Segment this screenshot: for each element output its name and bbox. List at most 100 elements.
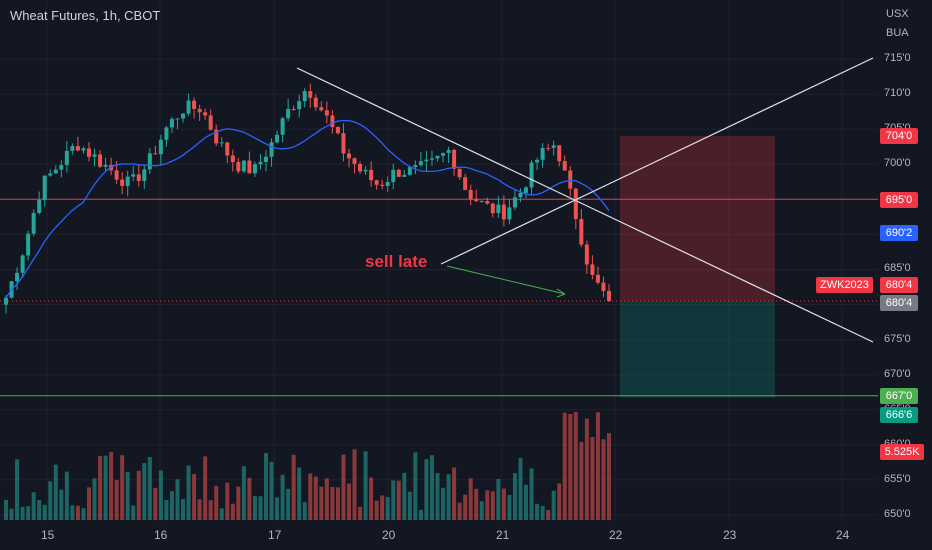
stop-level-tag: 667'0 <box>880 388 918 404</box>
candle-body <box>479 201 484 203</box>
volume-bar <box>601 439 606 520</box>
candle-body <box>546 147 551 149</box>
candle-body <box>297 101 302 110</box>
candle-body <box>37 199 42 213</box>
volume-bar <box>490 491 495 520</box>
volume-bar <box>463 494 468 520</box>
candle-body <box>568 170 573 189</box>
candle-body <box>241 160 246 172</box>
candle-body <box>341 133 346 154</box>
candle-body <box>374 180 379 185</box>
candle-body <box>490 203 495 214</box>
candle-body <box>64 150 69 166</box>
arrow-head-icon <box>556 288 566 298</box>
candle-body <box>485 201 490 204</box>
volume-bar <box>358 506 363 520</box>
annotation-arrow <box>446 265 566 295</box>
volume-bar <box>496 479 501 520</box>
target-bottom-tag: 666'6 <box>880 407 918 423</box>
candle-body <box>291 108 296 110</box>
ma-value-tag: 690'2 <box>880 225 918 241</box>
candle-body <box>59 165 64 170</box>
volume-bar <box>42 504 47 520</box>
candle-body <box>264 156 269 162</box>
candle-body <box>203 112 208 116</box>
candle-body <box>518 192 523 198</box>
candle-body <box>125 176 130 186</box>
volume-bar <box>64 471 69 520</box>
candle-body <box>214 129 219 144</box>
volume-bar <box>214 485 219 520</box>
volume-bar <box>241 466 246 520</box>
candle-body <box>280 118 285 135</box>
volume-bar <box>258 496 263 520</box>
volume-bar <box>136 470 141 520</box>
volume-bar <box>197 499 202 520</box>
volume-bar <box>169 491 174 520</box>
x-tick-label: 20 <box>382 528 396 542</box>
volume-bar <box>280 474 285 520</box>
candle-body <box>330 115 335 128</box>
candle-body <box>114 170 119 180</box>
volume-bar <box>330 486 335 520</box>
candle-body <box>81 148 86 151</box>
volume-bar <box>192 474 197 520</box>
candle-body <box>324 110 329 116</box>
candle-body <box>335 127 340 134</box>
candle-body <box>269 142 274 157</box>
trend-line-down <box>296 67 874 343</box>
candle-body <box>369 169 374 181</box>
volume-bar <box>203 456 208 520</box>
volume-bar <box>402 472 407 520</box>
candle-body <box>186 100 191 114</box>
candle-body <box>468 189 473 200</box>
profit-target-zone <box>620 301 775 398</box>
volume-bar <box>474 488 479 520</box>
chart-title[interactable]: Wheat Futures, 1h, CBOT <box>10 8 161 23</box>
volume-bar <box>385 497 390 520</box>
candle-body <box>380 184 385 186</box>
volume-bar <box>208 500 213 520</box>
candle-body <box>181 113 186 119</box>
volume-bar <box>452 467 457 520</box>
volume-bar <box>335 487 340 520</box>
volume-bar <box>109 451 114 520</box>
candle-body <box>396 169 401 177</box>
candle-body <box>70 146 75 151</box>
volume-bar <box>31 492 36 520</box>
candle-body <box>584 244 589 265</box>
candle-body <box>247 160 252 174</box>
y-tick-label: 650'0 <box>884 508 911 520</box>
volume-bar <box>418 509 423 520</box>
trend-line-up <box>440 57 874 265</box>
volume-bar <box>147 457 152 520</box>
candle-body <box>452 150 457 169</box>
volume-bar <box>557 483 562 520</box>
candle-body <box>136 174 141 181</box>
sell-late-annotation[interactable]: sell late <box>365 252 428 271</box>
volume-bar <box>313 476 318 520</box>
candle-body <box>424 159 429 162</box>
candle-body <box>319 107 324 111</box>
volume-bar <box>26 506 31 520</box>
candle-body <box>551 145 556 148</box>
volume-bar <box>518 458 523 520</box>
volume-bar <box>380 495 385 520</box>
candle-body <box>92 154 97 157</box>
volume-bar <box>158 470 163 520</box>
volume-bar <box>125 471 130 520</box>
volume-bar <box>551 490 556 520</box>
volume-bar <box>369 477 374 520</box>
volume-bar <box>512 473 517 520</box>
candle-body <box>26 233 31 256</box>
candle-body <box>15 272 20 282</box>
volume-bar <box>590 436 595 520</box>
volume-bar <box>252 496 257 520</box>
candle-body <box>358 163 363 172</box>
volume-bar <box>225 482 230 520</box>
volume-bar <box>446 474 451 520</box>
candle-body <box>313 97 318 108</box>
volume-bar <box>391 480 396 520</box>
last-price-tag: 680'4 <box>880 277 918 293</box>
